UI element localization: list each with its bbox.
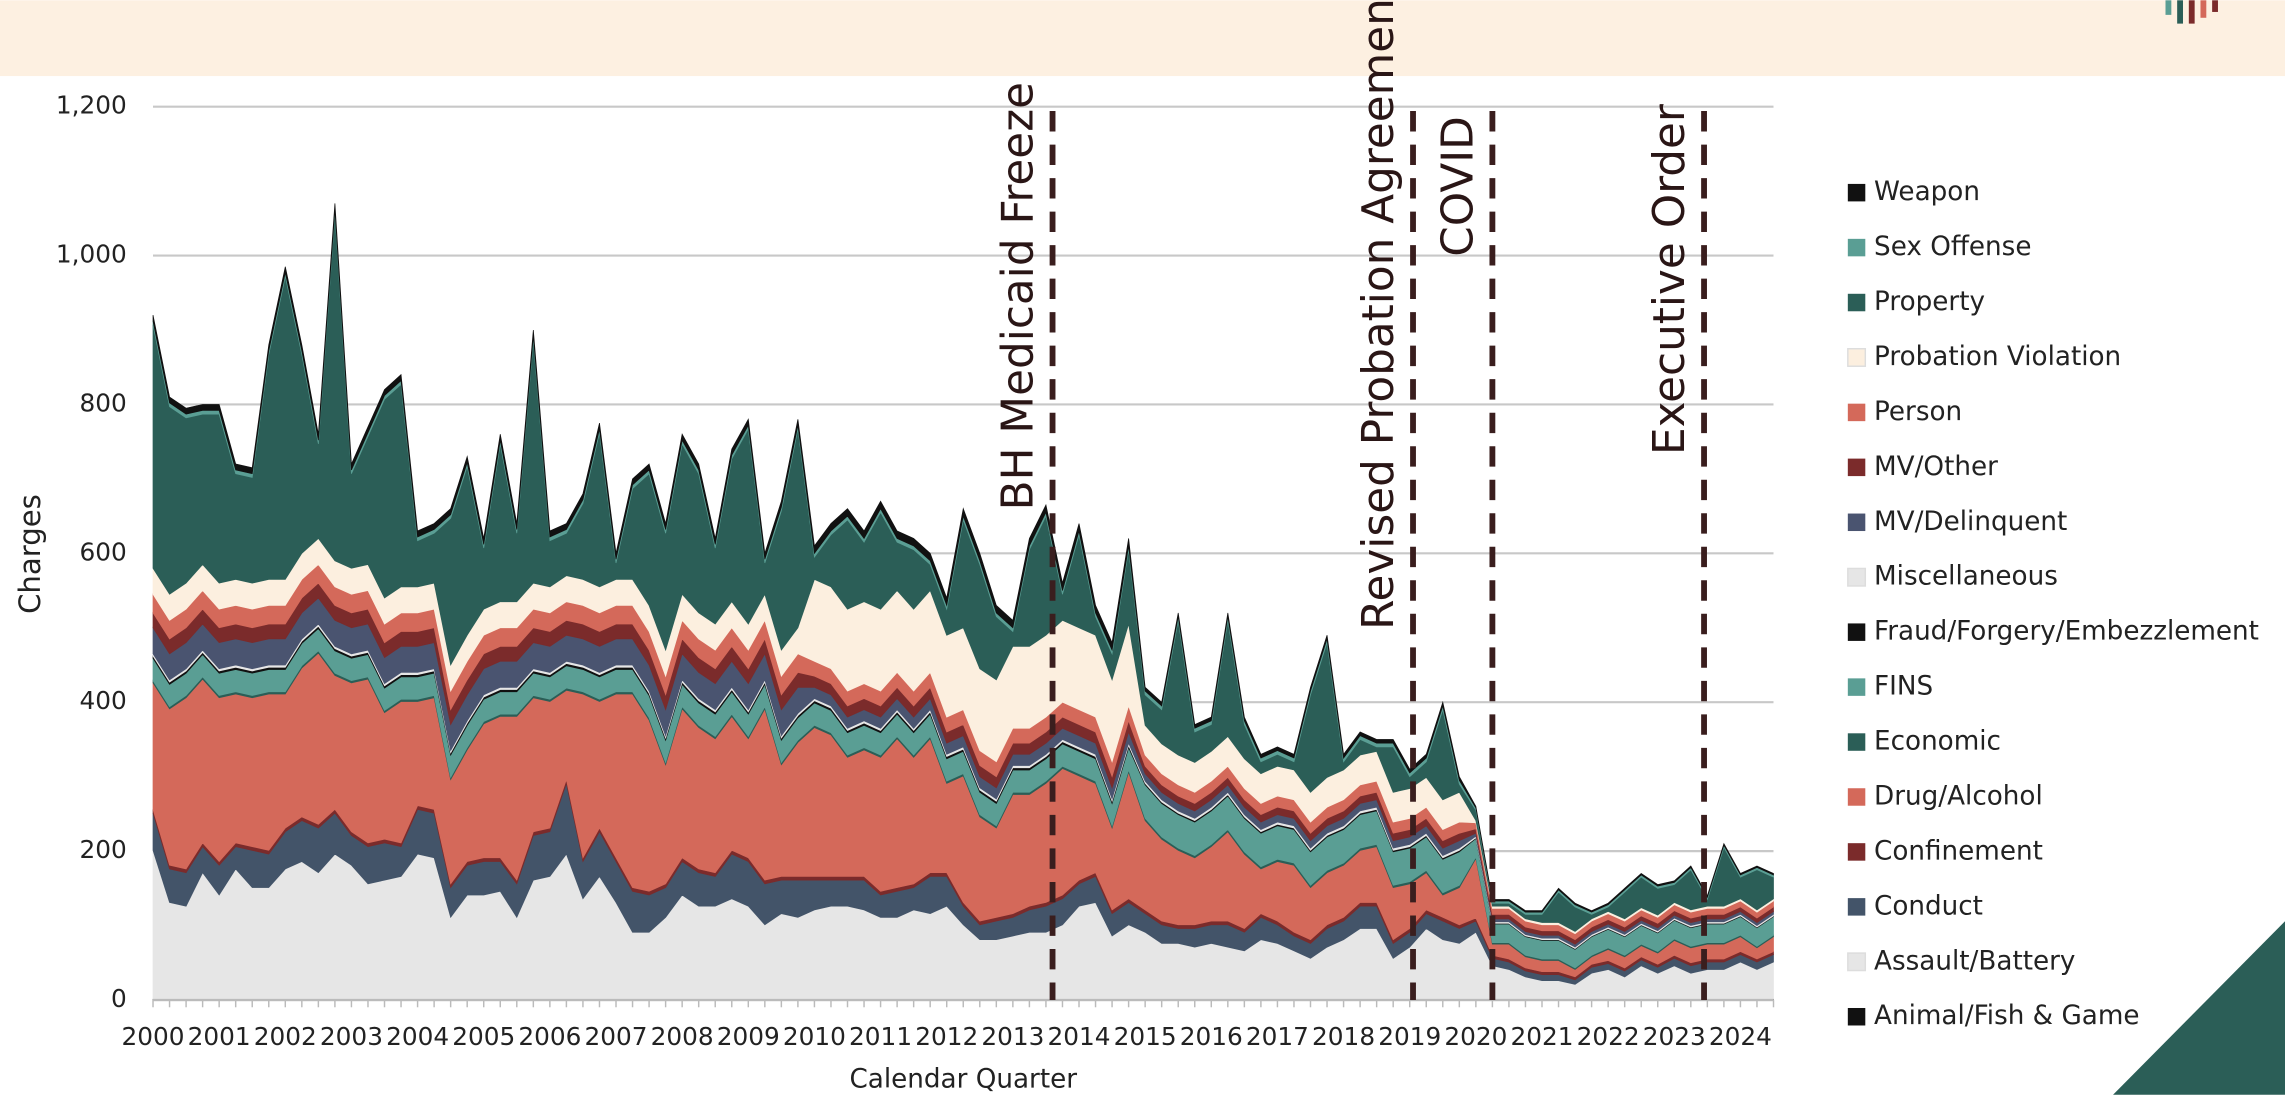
- x-tick-label: 2016: [1180, 1022, 1243, 1051]
- x-tick-label: 2006: [518, 1022, 581, 1051]
- x-tick-label: 2004: [386, 1022, 449, 1051]
- legend-swatch: [1847, 843, 1866, 861]
- legend-label: Property: [1874, 287, 1985, 317]
- legend-label: Fraud/Forgery/Embezzlement: [1874, 617, 2259, 647]
- legend-swatch: [1847, 733, 1866, 751]
- x-tick-label: 2017: [1246, 1022, 1309, 1051]
- annotation-label: Executive Order: [1644, 104, 1695, 455]
- x-tick-label: 2009: [717, 1022, 780, 1051]
- annotation-label: COVID: [1432, 116, 1483, 257]
- legend-label: Sex Offense: [1874, 232, 2031, 262]
- y-tick-label: 400: [80, 686, 127, 715]
- legend-label: FINS: [1874, 672, 1933, 702]
- legend-label: Conduct: [1874, 891, 1983, 921]
- legend-label: Miscellaneous: [1874, 562, 2058, 592]
- y-tick-label: 1,200: [56, 91, 127, 120]
- legend-label: Drug/Alcohol: [1874, 781, 2043, 811]
- x-tick-label: 2018: [1312, 1022, 1375, 1051]
- x-tick-label: 2013: [981, 1022, 1044, 1051]
- legend-label: Economic: [1874, 727, 2001, 757]
- annotation-label: Revised Probation Agreement: [1353, 0, 1404, 630]
- legend-label: Assault/Battery: [1874, 946, 2075, 976]
- x-tick-label: 2002: [254, 1022, 317, 1051]
- x-axis-label: Calendar Quarter: [849, 1065, 1077, 1095]
- legend-label: Weapon: [1874, 177, 1980, 207]
- legend-label: Probation Violation: [1874, 342, 2121, 372]
- legend-label: Person: [1874, 397, 1962, 427]
- x-tick-label: 2000: [121, 1022, 184, 1051]
- x-tick-label: 2001: [188, 1022, 251, 1051]
- x-tick-label: 2022: [1577, 1022, 1640, 1051]
- legend-swatch: [1847, 788, 1866, 806]
- y-tick-label: 1,000: [56, 240, 127, 269]
- legend-swatch: [1847, 458, 1866, 477]
- x-tick-label: 2008: [651, 1022, 714, 1051]
- legend-label: MV/Delinquent: [1874, 507, 2067, 537]
- corner-decoration: [2113, 921, 2285, 1095]
- legend-swatch: [1847, 403, 1866, 422]
- annotation-label: BH Medicaid Freeze: [992, 82, 1043, 510]
- y-tick-label: 0: [111, 984, 127, 1013]
- x-tick-label: 2012: [915, 1022, 978, 1051]
- legend-swatch: [1847, 567, 1867, 587]
- legend-swatch: [1847, 678, 1866, 696]
- legend-label: MV/Other: [1874, 452, 1998, 482]
- y-tick-label: 200: [80, 835, 127, 864]
- legend-swatch: [1847, 513, 1866, 532]
- x-tick-label: 2023: [1643, 1022, 1706, 1051]
- legend-swatch: [1847, 898, 1866, 916]
- x-tick-label: 2003: [320, 1022, 383, 1051]
- area-15: [152, 203, 1774, 913]
- x-tick-label: 2020: [1444, 1022, 1507, 1051]
- x-tick-label: 2011: [849, 1022, 912, 1051]
- y-tick-label: 600: [80, 537, 127, 566]
- legend-label: Confinement: [1874, 836, 2043, 866]
- x-tick-label: 2021: [1510, 1022, 1573, 1051]
- x-tick-label: 2019: [1378, 1022, 1441, 1051]
- legend-swatch: [1847, 623, 1866, 641]
- header-band: [0, 0, 2285, 77]
- logo: [2165, 0, 2218, 24]
- x-tick-label: 2015: [1114, 1022, 1177, 1051]
- x-tick-label: 2010: [783, 1022, 846, 1051]
- y-axis-label: Charges: [13, 494, 47, 614]
- x-tick-label: 2005: [452, 1022, 515, 1051]
- legend-swatch: [1847, 952, 1867, 972]
- legend-swatch: [1847, 293, 1866, 312]
- x-tick-label: 2007: [584, 1022, 647, 1051]
- legend-swatch: [1847, 1007, 1866, 1026]
- legend-swatch: [1847, 347, 1867, 367]
- y-tick-label: 800: [80, 388, 127, 417]
- x-tick-label: 2014: [1047, 1022, 1110, 1051]
- legend-swatch: [1847, 183, 1866, 202]
- x-tick-label: 2024: [1709, 1022, 1772, 1051]
- legend-label: Animal/Fish & Game: [1874, 1001, 2139, 1031]
- legend-swatch: [1847, 238, 1866, 257]
